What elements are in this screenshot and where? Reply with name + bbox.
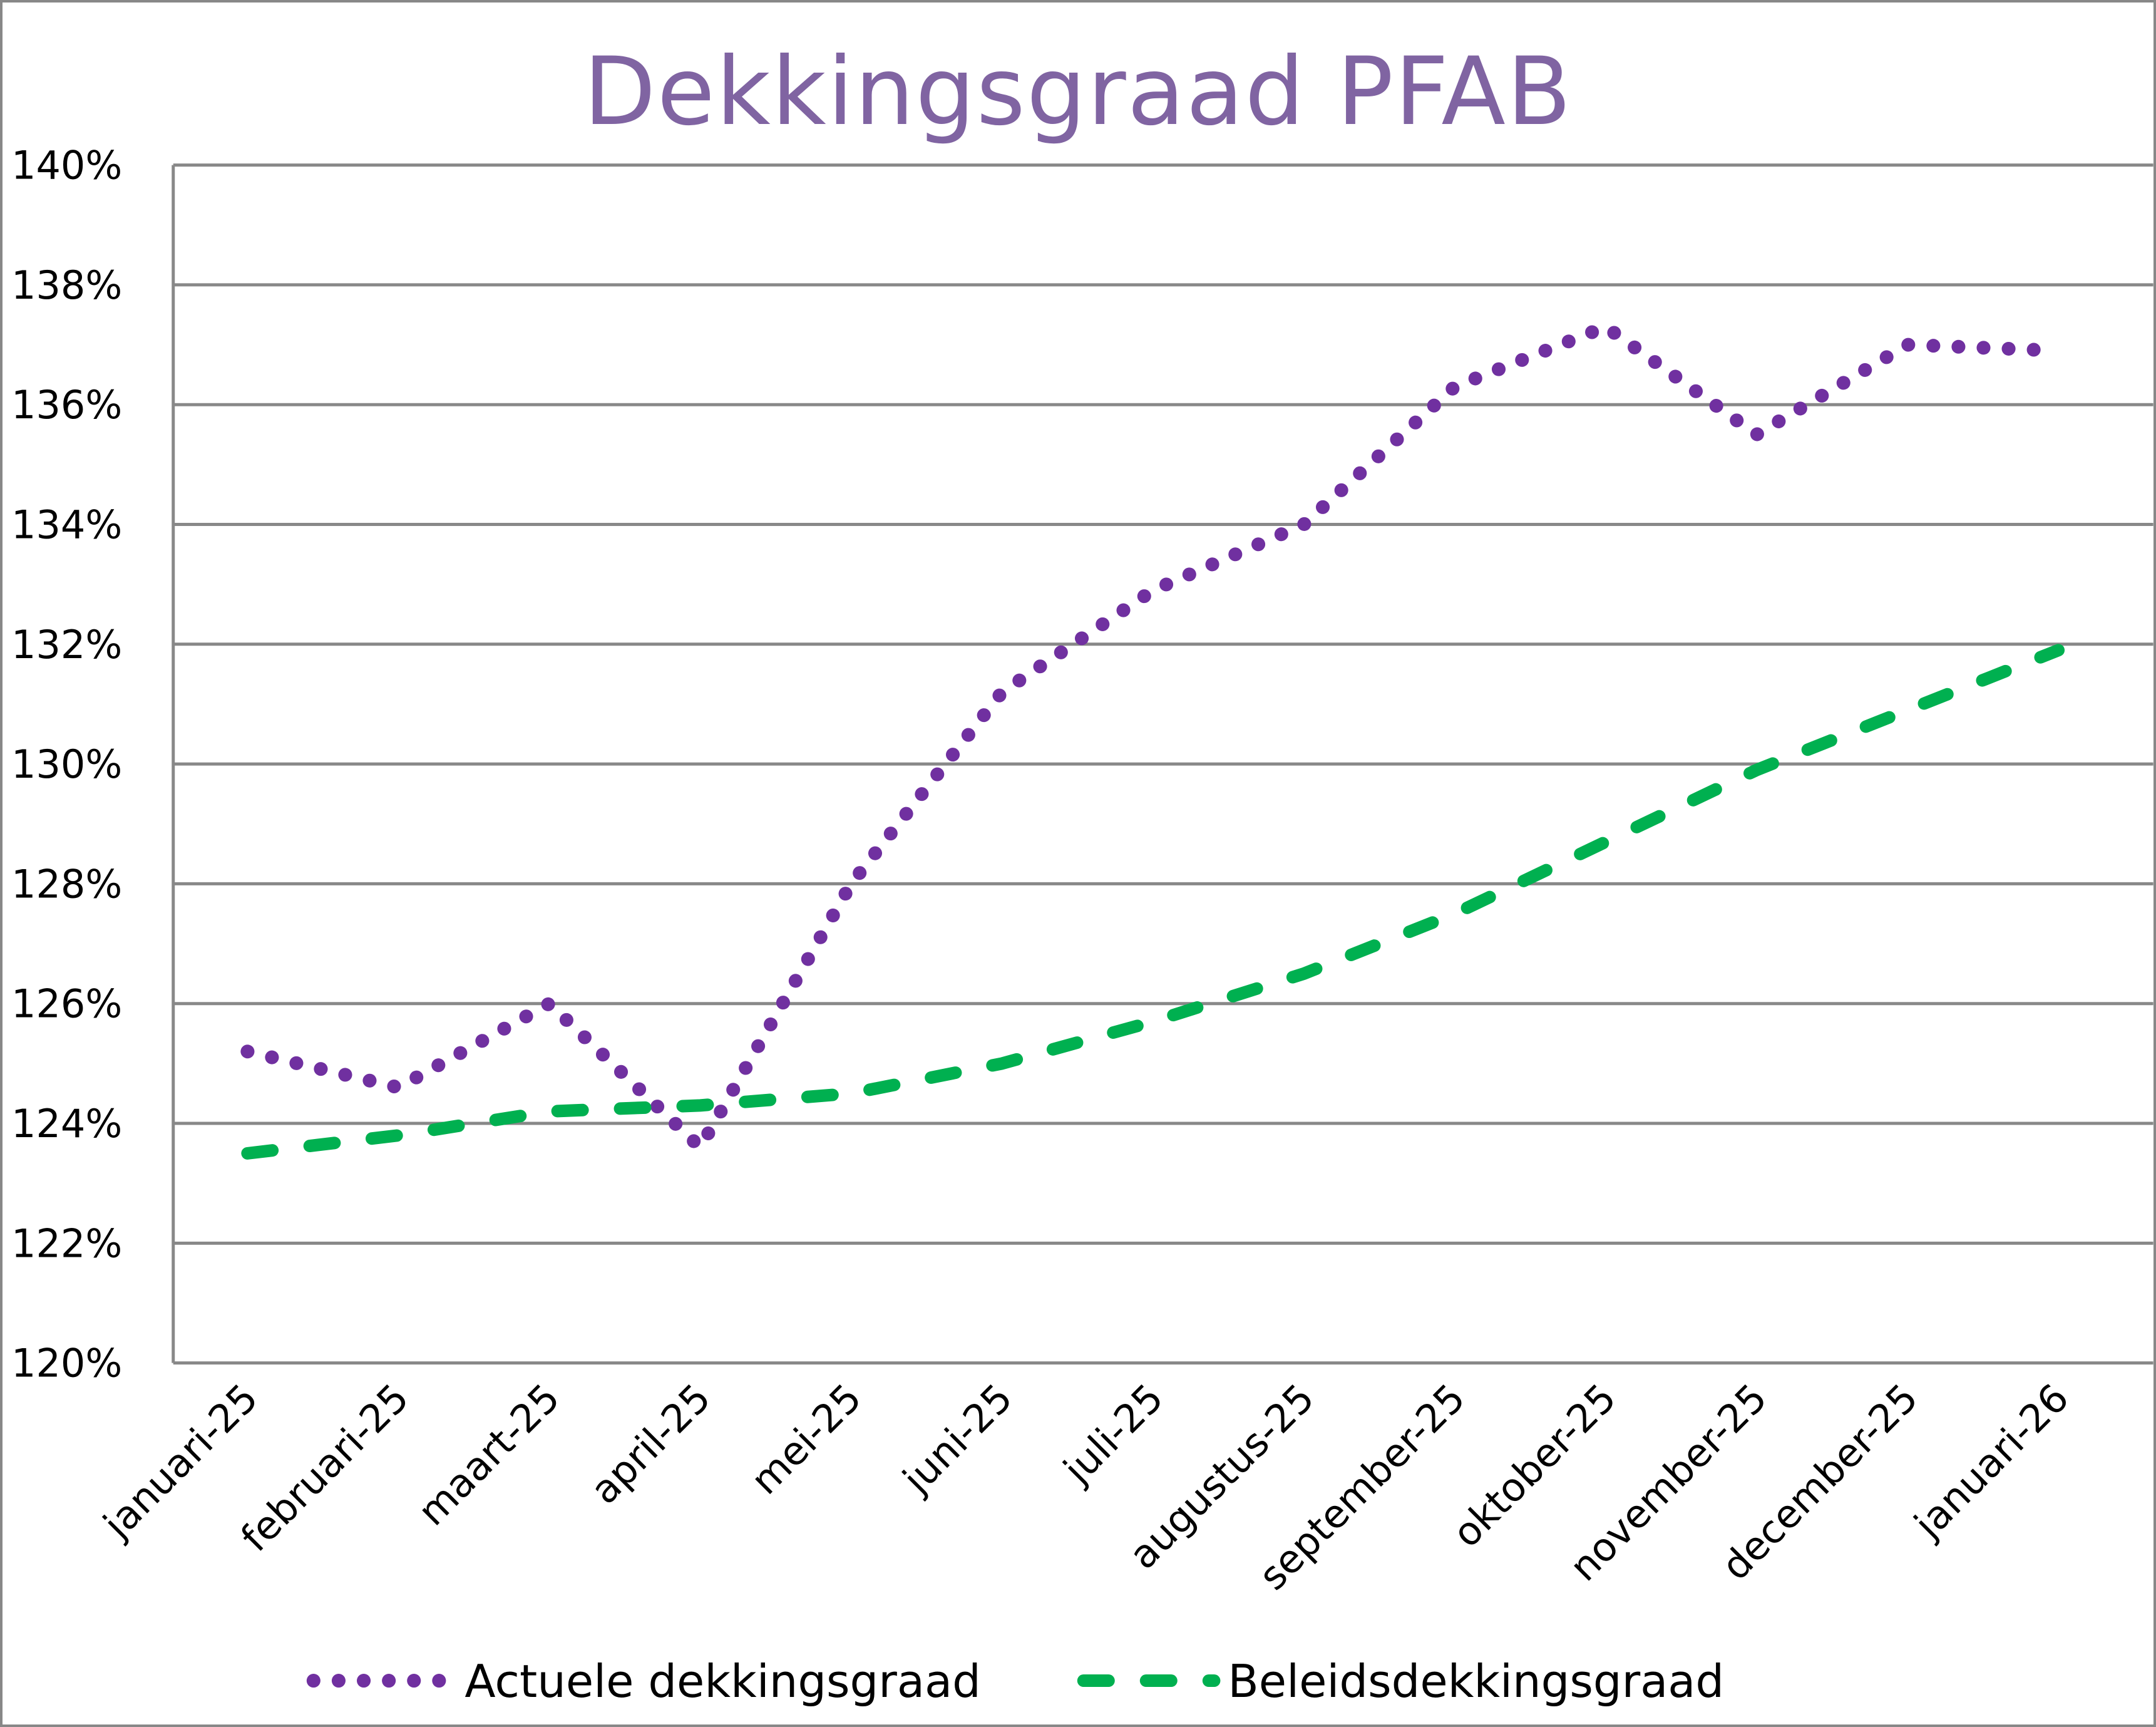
- y-tick-label: 140%: [11, 143, 122, 188]
- x-tick-label: januari-26: [1904, 1375, 2077, 1548]
- gridlines: [172, 163, 2153, 1365]
- x-tick-label: juni-25: [893, 1375, 1022, 1503]
- legend-label: Beleidsdekkingsgraad: [1228, 1655, 1724, 1708]
- y-tick-label: 128%: [11, 861, 122, 907]
- x-tick-label: maart-25: [409, 1375, 568, 1535]
- data-series: [240, 319, 2066, 1160]
- x-tick-label: juli-25: [1054, 1375, 1172, 1493]
- x-tick-label: april-25: [582, 1375, 719, 1513]
- x-tick-label: mei-25: [742, 1375, 870, 1503]
- y-tick-label: 122%: [11, 1220, 122, 1266]
- y-tick-label: 124%: [11, 1101, 122, 1147]
- series-actuele-line: [240, 319, 2066, 1155]
- series-beleids-line: [241, 644, 2065, 1160]
- legend: Actuele dekkingsgraad Beleidsdekkingsgraa…: [306, 1655, 1724, 1708]
- y-tick-label: 126%: [11, 981, 122, 1027]
- y-tick-label: 130%: [11, 741, 122, 787]
- y-tick-label: 120%: [11, 1341, 122, 1386]
- legend-label: Actuele dekkingsgraad: [465, 1655, 980, 1708]
- y-axis-ticks: 120% 122% 124% 126% 128% 130% 132% 134% 136% 138%…: [11, 143, 122, 1386]
- y-tick-label: 138%: [11, 262, 122, 308]
- y-tick-label: 132%: [11, 622, 122, 668]
- y-tick-label: 134%: [11, 502, 122, 547]
- chart-title: Dekkingsgraad PFAB: [583, 38, 1573, 147]
- y-tick-label: 136%: [11, 382, 122, 428]
